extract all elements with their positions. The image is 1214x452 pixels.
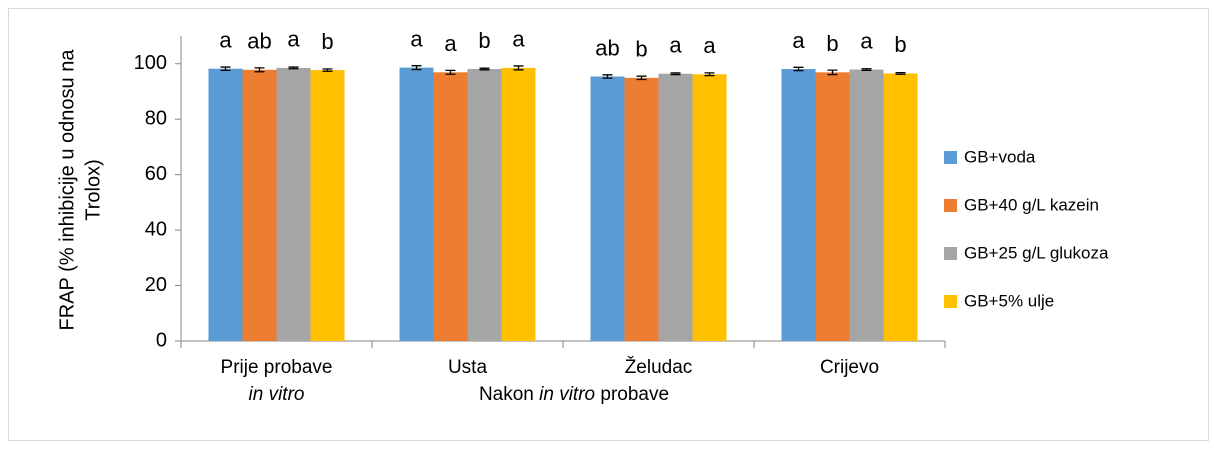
bar [624, 77, 659, 342]
error-bar [895, 71, 906, 75]
y-tick-label: 100 [134, 52, 167, 74]
error-bar [479, 67, 490, 71]
group-label-part: probave [595, 384, 669, 405]
error-bar [322, 68, 333, 72]
legend-label: GB+5% ulje [964, 291, 1054, 310]
legend-label: GB+40 g/L kazein [964, 195, 1099, 214]
x-tick-label: Usta [448, 357, 488, 378]
legend-label: GB+voda [964, 147, 1036, 166]
significance-letter: b [321, 29, 333, 54]
significance-letter: a [410, 26, 423, 51]
error-bar [288, 66, 299, 70]
bar [658, 73, 693, 341]
bar [467, 68, 502, 341]
significance-letter: a [219, 28, 232, 53]
significance-letter: a [703, 33, 716, 58]
y-tick-label: 60 [145, 163, 167, 185]
y-tick-label: 40 [145, 218, 167, 240]
bar [815, 72, 850, 341]
error-bar [220, 66, 231, 72]
significance-letter: a [444, 31, 457, 56]
significance-letter: a [860, 28, 873, 53]
significance-letter: b [894, 32, 906, 57]
y-tick-label: 20 [145, 274, 167, 296]
x-tick-label: Želudac [625, 356, 693, 378]
significance-letter: ab [595, 35, 619, 60]
error-bar [411, 65, 422, 71]
bar [399, 67, 434, 341]
y-tick-label: 0 [156, 329, 167, 351]
significance-letter: a [512, 27, 525, 52]
error-bar [445, 69, 456, 75]
bar [692, 74, 727, 341]
group-label: Nakon in vitro probave [479, 384, 669, 405]
bar [590, 76, 625, 342]
bar [310, 70, 345, 341]
significance-letter: b [635, 37, 647, 62]
x-tick-label: Crijevo [820, 357, 879, 378]
legend-swatch [944, 199, 957, 212]
bar [208, 68, 243, 341]
error-bar [254, 67, 265, 73]
legend-swatch [944, 247, 957, 260]
legend-swatch [944, 295, 957, 308]
y-tick-label: 80 [145, 107, 167, 129]
significance-letter: ab [247, 29, 271, 54]
significance-letter: b [826, 31, 838, 56]
significance-letter: a [287, 27, 300, 52]
significance-letter: a [792, 28, 805, 53]
bar [781, 68, 816, 341]
error-bar [602, 74, 613, 79]
error-bar [513, 65, 524, 71]
bar [433, 72, 468, 341]
bar [242, 69, 277, 341]
group-label-part: in vitro [539, 384, 595, 405]
error-bar [827, 69, 838, 76]
bar [501, 67, 536, 342]
error-bar [704, 72, 715, 77]
error-bar [670, 72, 681, 76]
significance-letter: b [478, 28, 490, 53]
y-axis-label: Trolox) [82, 159, 104, 220]
legend-label: GB+25 g/L glukoza [964, 243, 1109, 262]
error-bar [636, 75, 647, 81]
bar [883, 73, 918, 341]
group-label-part: Nakon [479, 384, 539, 405]
bar [849, 69, 884, 342]
error-bar [861, 68, 872, 72]
error-bar [793, 66, 804, 72]
x-tick-sublabel: in vitro [249, 384, 305, 405]
bar [276, 67, 311, 342]
legend-swatch [944, 151, 957, 164]
x-tick-label: Prije probave [221, 357, 333, 378]
y-axis-label: FRAP (% inhibicije u odnosu na [56, 49, 78, 331]
significance-letter: a [669, 33, 682, 58]
